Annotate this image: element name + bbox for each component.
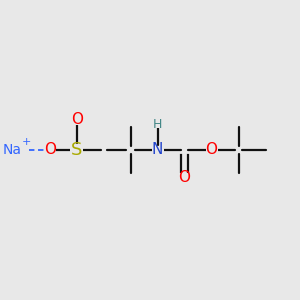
Polygon shape — [129, 176, 132, 178]
Text: H: H — [153, 118, 162, 131]
Text: +: + — [22, 136, 31, 147]
Text: O: O — [44, 142, 56, 158]
Text: N: N — [152, 142, 163, 158]
Polygon shape — [71, 116, 82, 124]
Polygon shape — [206, 146, 218, 154]
Text: O: O — [206, 142, 218, 158]
Polygon shape — [152, 146, 164, 154]
Polygon shape — [44, 146, 56, 154]
Polygon shape — [153, 121, 162, 128]
Text: O: O — [178, 169, 190, 184]
Polygon shape — [70, 145, 83, 155]
Text: O: O — [70, 112, 83, 128]
Text: Na: Na — [3, 143, 22, 157]
Text: S: S — [71, 141, 82, 159]
Polygon shape — [178, 172, 190, 182]
Polygon shape — [129, 122, 132, 124]
